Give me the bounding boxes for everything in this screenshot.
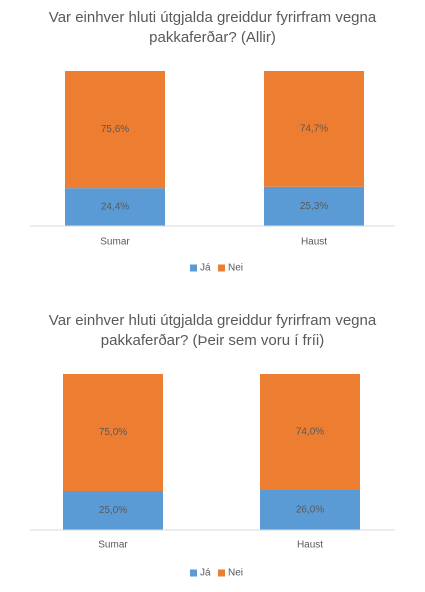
- bar-segment: [65, 71, 165, 189]
- legend-swatch: [190, 569, 197, 577]
- data-label: 74,7%: [300, 124, 328, 135]
- bar-segment: [264, 186, 364, 226]
- legend-swatch: [218, 264, 225, 272]
- chart-title: Var einhver hluti útgjalda greiddur fyri…: [48, 9, 377, 46]
- data-label: 74,0%: [296, 426, 324, 437]
- data-label: 25,0%: [99, 505, 127, 516]
- bar-segment: [63, 374, 163, 491]
- x-tick-label: Haust: [297, 540, 323, 551]
- bar-segment: [260, 374, 360, 490]
- data-label: 75,0%: [99, 427, 127, 438]
- data-label: 24,4%: [101, 202, 129, 213]
- legend-swatch: [190, 264, 197, 272]
- bar-segment: [63, 491, 163, 530]
- legend-label: Nei: [228, 568, 243, 579]
- x-tick-label: Sumar: [98, 540, 128, 551]
- data-label: 25,3%: [300, 201, 328, 212]
- chart-title: Var einhver hluti útgjalda greiddur fyri…: [48, 312, 377, 349]
- data-label: 26,0%: [296, 504, 324, 515]
- legend-swatch: [218, 569, 225, 577]
- legend-label: Nei: [228, 263, 243, 274]
- bar-segment: [260, 489, 360, 530]
- legend-label: Já: [200, 568, 211, 579]
- x-tick-label: Haust: [301, 237, 327, 248]
- bar-segment: [264, 71, 364, 187]
- data-label: 75,6%: [101, 124, 129, 135]
- legend-label: Já: [200, 263, 211, 274]
- x-tick-label: Sumar: [100, 237, 130, 248]
- bar-segment: [65, 188, 165, 226]
